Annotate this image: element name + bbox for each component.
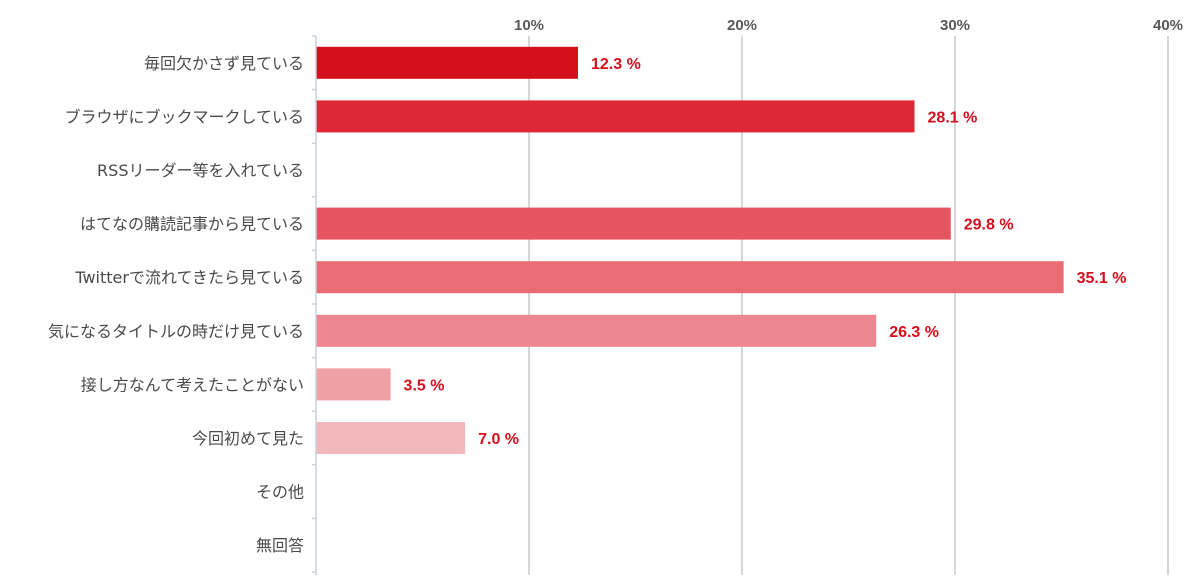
value-labels: 12.3 % 28.1 % 29.8 % 35.1 % 26.3 % 3.5 % 7.0 % <box>404 56 1127 448</box>
bar <box>316 422 466 454</box>
category-label: RSSリーダー等を入れている <box>97 161 304 180</box>
category-label: はてなの購読記事から見ている <box>80 215 304 234</box>
data-label: 26.3 % <box>889 324 939 341</box>
category-label: ブラウザにブックマークしている <box>64 107 304 126</box>
x-tick-label: 20% <box>727 17 757 34</box>
bars <box>316 46 1064 454</box>
x-tick-label: 10% <box>514 17 544 34</box>
category-label: Twitterで流れてきたら見ている <box>74 268 304 287</box>
category-label: 毎回欠かさず見ている <box>144 54 304 73</box>
bar <box>316 46 578 79</box>
category-label: 気になるタイトルの時だけ見ている <box>48 322 304 341</box>
bar <box>316 314 877 347</box>
category-label: 無回答 <box>256 536 304 555</box>
category-label: その他 <box>256 483 304 502</box>
x-tick-labels: 10% 20% 30% 40% <box>514 17 1183 34</box>
category-label: 今回初めて見た <box>192 429 304 448</box>
data-label: 28.1 % <box>928 109 978 126</box>
data-label: 3.5 % <box>404 377 445 394</box>
y-axis <box>312 35 317 575</box>
data-label: 29.8 % <box>964 217 1014 234</box>
data-label: 35.1 % <box>1077 270 1127 287</box>
x-tick-label: 40% <box>1153 17 1183 34</box>
data-label: 12.3 % <box>591 56 641 73</box>
data-label: 7.0 % <box>478 431 519 448</box>
category-label: 接し方なんて考えたことがない <box>81 375 304 394</box>
bar <box>316 100 915 133</box>
bar <box>316 368 391 401</box>
x-tick-label: 30% <box>940 17 970 34</box>
bar <box>316 261 1064 294</box>
bar <box>316 207 951 240</box>
